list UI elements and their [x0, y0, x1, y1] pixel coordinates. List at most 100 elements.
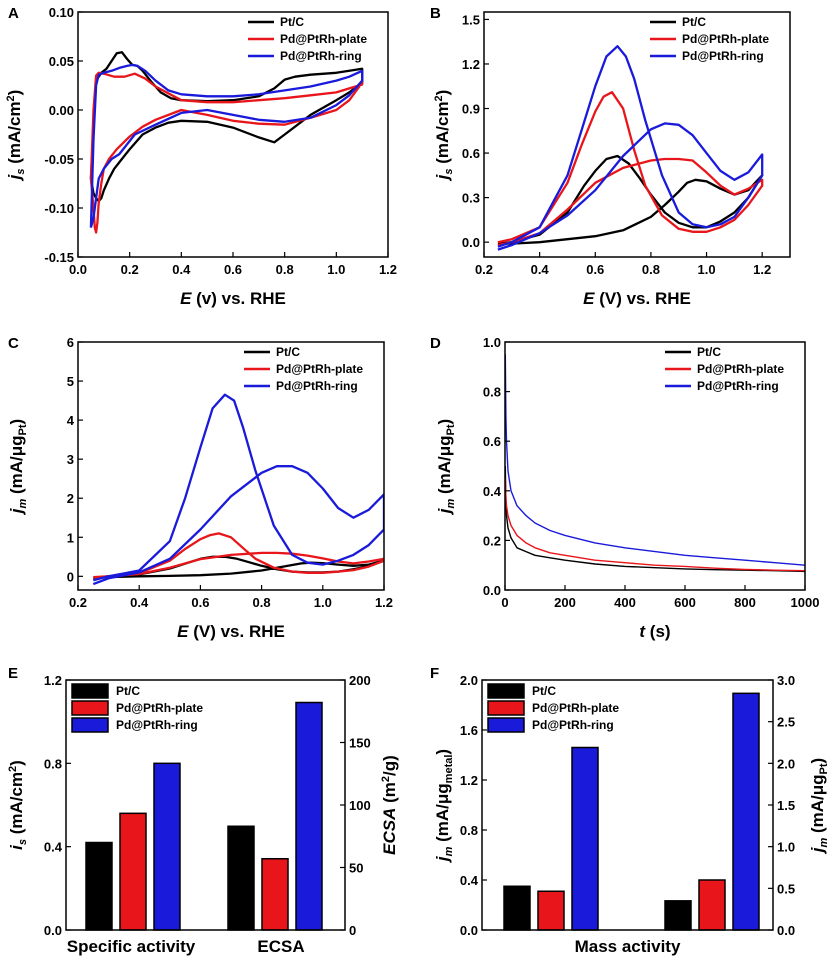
- y-tick-label: 4: [67, 413, 75, 428]
- series-line-1: [93, 532, 384, 579]
- y-axis-label-left-sup: 2: [7, 766, 19, 772]
- legend-swatch-0: [71, 683, 109, 699]
- y-tick-label: 0.0: [462, 235, 480, 250]
- x-tick-label: 0.6: [191, 595, 209, 610]
- legend-label-2: Pd@PtRh-ring: [682, 49, 764, 63]
- category-label: Mass activity: [575, 937, 681, 956]
- x-tick-label: 200: [554, 595, 576, 610]
- x-tick-label: 1.0: [314, 595, 332, 610]
- x-tick-label: 800: [734, 595, 756, 610]
- legend-label-2: Pd@PtRh-ring: [116, 718, 198, 732]
- y-axis-label: js (mA/cm2): [5, 90, 27, 182]
- y-axis-label-symbol: j: [435, 507, 454, 515]
- x-tick-label: 0.4: [531, 262, 550, 277]
- bar-E-0-0: [85, 841, 113, 931]
- y-axis-label-left-close: ): [433, 749, 452, 755]
- y-axis-label-left-units: (mA/cm: [7, 772, 26, 839]
- y-tick-label: 2: [67, 491, 74, 506]
- panel-label: A: [8, 5, 19, 22]
- y-axis-label-left-symbol: i: [7, 844, 26, 850]
- y-axis-label-sub: s: [15, 169, 27, 175]
- y-tick-label-left: 1.2: [44, 673, 62, 688]
- y-tick-label: 0.4: [483, 484, 502, 499]
- y-axis-label-right-sup: 2: [380, 776, 392, 782]
- x-axis-label: E (V) vs. RHE: [177, 622, 285, 641]
- legend-label-0: Pt/C: [697, 345, 721, 359]
- y-axis-label-units: (mA/μg: [435, 435, 454, 498]
- series-line-1: [497, 91, 764, 247]
- y-tick-label: 6: [67, 335, 74, 350]
- y-tick-label: 0.00: [49, 103, 74, 118]
- y-axis-label-right-close: /g): [380, 755, 399, 776]
- y-tick-label-right: 3.0: [777, 673, 795, 688]
- y-axis-label-right-italic: ECSA: [380, 808, 399, 855]
- y-axis-label-sub2: Pt: [445, 424, 457, 435]
- y-axis-label-sup: 2: [5, 95, 17, 101]
- y-axis-label-close: ): [7, 419, 26, 425]
- legend-label-1: Pd@PtRh-plate: [532, 701, 619, 715]
- x-tick-label: 600: [674, 595, 696, 610]
- x-axis-label-italic: E: [583, 289, 595, 308]
- series-line-2: [505, 354, 805, 566]
- y-axis-label-close: ): [5, 90, 24, 96]
- x-axis-label-units: (V) vs. RHE: [188, 622, 284, 641]
- y-tick-label: 0.9: [462, 102, 480, 117]
- y-tick-label: 0.05: [49, 54, 74, 69]
- legend-label-1: Pd@PtRh-plate: [276, 362, 363, 376]
- legend-swatch-1: [71, 700, 109, 716]
- bar-E-1-2: [295, 701, 323, 931]
- panel-label: C: [8, 335, 19, 352]
- y-axis-label-left-symbol: j: [433, 855, 452, 863]
- y-axis-label-left: jm (mA/μgmetal): [433, 749, 455, 863]
- y-tick-label: 0: [67, 569, 74, 584]
- plot-area: [505, 354, 805, 573]
- y-axis-label-right-sub2: Pt: [818, 763, 829, 774]
- y-axis-label-right-units: (m: [380, 782, 399, 808]
- legend-swatch-0: [487, 683, 525, 699]
- legend-label-2: Pd@PtRh-ring: [276, 379, 358, 393]
- x-tick-label: 0.2: [121, 262, 139, 277]
- x-tick-label: 0.8: [253, 595, 271, 610]
- y-tick-label-left: 0.8: [44, 756, 62, 771]
- y-axis-label-sub: m: [445, 499, 457, 509]
- x-tick-label: 0.8: [642, 262, 660, 277]
- y-axis-label-left-sub: m: [443, 846, 455, 856]
- y-axis-label-close: ): [435, 419, 454, 425]
- x-axis-label-units: (s): [645, 622, 671, 641]
- x-axis-label-units: (V) vs. RHE: [594, 289, 690, 308]
- y-tick-label: -0.15: [44, 250, 74, 265]
- y-tick-label-right: 2.0: [777, 756, 795, 771]
- legend-label-2: Pd@PtRh-ring: [532, 718, 614, 732]
- y-tick-label-right: 0.0: [777, 923, 795, 938]
- panel-label: B: [430, 5, 441, 22]
- x-axis-label-italic: E: [180, 289, 192, 308]
- x-tick-label: 0: [501, 595, 508, 610]
- y-tick-label: -0.05: [44, 152, 74, 167]
- legend-label-0: Pt/C: [682, 15, 706, 29]
- bar-F-1-0: [664, 900, 692, 931]
- y-tick-label: 1.2: [462, 57, 480, 72]
- y-axis-label-units: (mA/cm: [433, 101, 452, 168]
- series-line-2: [89, 63, 364, 228]
- y-tick-label-left: 0.8: [460, 823, 478, 838]
- y-axis-label-symbol: j: [7, 507, 26, 515]
- x-tick-label: 400: [614, 595, 636, 610]
- y-tick-label: 0.8: [483, 385, 501, 400]
- x-tick-label: 0.4: [130, 595, 149, 610]
- y-tick-label: 0.0: [483, 583, 501, 598]
- x-tick-label: 0.6: [586, 262, 604, 277]
- y-tick-label-left: 0.4: [44, 840, 63, 855]
- y-tick-label-left: 0.4: [460, 873, 479, 888]
- x-tick-label: 0.2: [475, 262, 493, 277]
- y-axis-label-left-close: ): [7, 760, 26, 766]
- y-axis-label-sub: s: [443, 169, 455, 175]
- series-line-1: [89, 71, 364, 234]
- y-tick-label: 1: [67, 530, 74, 545]
- y-tick-label-left: 1.6: [460, 723, 478, 738]
- bar-F-1-1: [698, 879, 726, 931]
- y-tick-label-right: 1.5: [777, 798, 795, 813]
- y-axis-label-right-symbol: j: [808, 846, 827, 854]
- panel-A: A 0.0 0.2 0.4 0.6 0.8 1.0 1.2 -0.15 -0.10 -0.05 0.0…: [5, 5, 397, 308]
- x-tick-label: 1.0: [698, 262, 716, 277]
- x-axis-label: t (s): [639, 622, 670, 641]
